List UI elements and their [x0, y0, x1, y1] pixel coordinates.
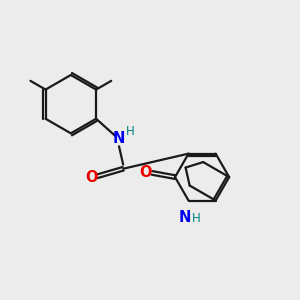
Text: O: O	[85, 169, 97, 184]
Text: O: O	[139, 165, 152, 180]
Text: N: N	[179, 210, 191, 225]
Text: N: N	[113, 131, 125, 146]
Text: H: H	[192, 212, 200, 225]
Text: H: H	[126, 125, 135, 138]
